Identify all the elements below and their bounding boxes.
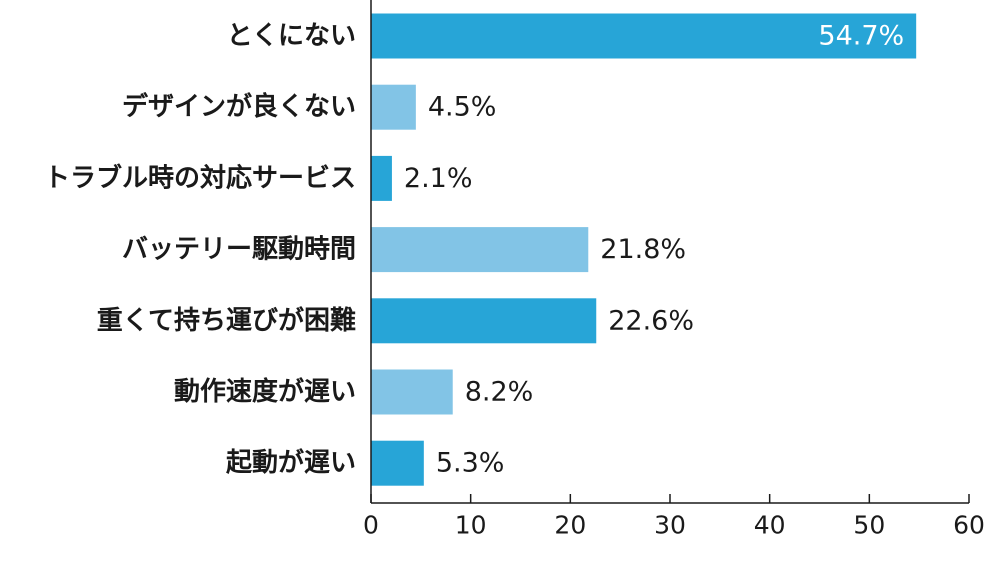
category-label-7: 起動が遅い (226, 447, 356, 478)
category-label-5: 重くて持ち運びが困難 (97, 305, 356, 336)
bar-7 (371, 440, 424, 486)
x-tick-label-10: 10 (455, 511, 487, 540)
x-tick-label-40: 40 (754, 511, 786, 540)
value-label-6: 8.2% (465, 377, 534, 408)
bar-4 (371, 227, 589, 273)
x-tick-label-20: 20 (554, 511, 586, 540)
value-label-7: 5.3% (436, 448, 505, 479)
value-label-5: 22.6% (608, 305, 694, 336)
category-label-3: トラブル時の対応サービス (44, 162, 356, 193)
category-labels: とくにないデザインが良くないトラブル時の対応サービスバッテリー駆動時間重くて持ち… (44, 21, 356, 478)
x-tick-label-30: 30 (654, 511, 686, 540)
value-labels: 54.7% 4.5% 2.1% 21.8% 22.6% 8.2% 5.3% (404, 21, 904, 479)
value-label-1: 54.7% (818, 21, 904, 52)
category-label-1: とくにない (227, 21, 356, 51)
value-label-4: 21.8% (600, 234, 686, 265)
x-tick-label-0: 0 (363, 511, 379, 540)
x-axis: 0 10 20 30 40 50 60 (363, 0, 985, 540)
category-label-6: 動作速度が遅い (174, 376, 356, 407)
x-tick-label-50: 50 (853, 511, 885, 540)
x-tick-label-60: 60 (953, 511, 985, 540)
bar-6 (371, 369, 453, 415)
value-label-3: 2.1% (404, 163, 473, 194)
value-label-2: 4.5% (428, 92, 497, 123)
bar-3 (371, 155, 392, 201)
bar-1 (371, 13, 917, 59)
bar-2 (371, 84, 416, 130)
category-label-2: デザインが良くない (122, 91, 356, 122)
bar-5 (371, 298, 597, 344)
bars-layer (371, 13, 917, 486)
category-label-4: バッテリー駆動時間 (122, 235, 356, 265)
